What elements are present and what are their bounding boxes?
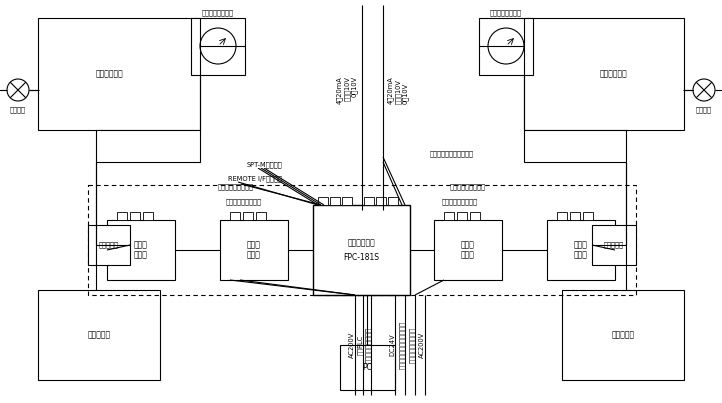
FancyBboxPatch shape [243, 212, 253, 220]
Text: エンコーダケーブル: エンコーダケーブル [226, 198, 262, 205]
Text: エンコーダケーブル: エンコーダケーブル [442, 198, 478, 205]
FancyBboxPatch shape [457, 212, 467, 220]
FancyBboxPatch shape [220, 220, 288, 280]
FancyBboxPatch shape [342, 197, 352, 205]
FancyBboxPatch shape [570, 212, 580, 220]
FancyBboxPatch shape [38, 290, 160, 380]
Text: バルブ本体: バルブ本体 [604, 242, 624, 248]
Text: DC24V: DC24V [389, 334, 395, 356]
Text: アナログ入出カケーブル: アナログ入出カケーブル [430, 150, 474, 157]
FancyBboxPatch shape [330, 197, 340, 205]
FancyBboxPatch shape [107, 220, 175, 280]
FancyBboxPatch shape [313, 205, 410, 295]
FancyBboxPatch shape [318, 197, 328, 205]
Text: アンプ電源ケーブル: アンプ電源ケーブル [409, 327, 415, 363]
FancyBboxPatch shape [583, 212, 593, 220]
Text: 4～20mA
または10V
0～10V: 4～20mA または10V 0～10V [336, 76, 358, 104]
Text: サーボ
アンプ: サーボ アンプ [461, 240, 475, 260]
FancyBboxPatch shape [340, 345, 395, 390]
Text: ガス導入: ガス導入 [696, 107, 712, 113]
FancyBboxPatch shape [557, 212, 567, 220]
Text: モータ電源ケーブル: モータ電源ケーブル [218, 183, 254, 190]
FancyBboxPatch shape [117, 212, 127, 220]
FancyBboxPatch shape [547, 220, 615, 280]
Text: 真空ポンプ: 真空ポンプ [87, 330, 110, 339]
FancyBboxPatch shape [88, 225, 130, 265]
Text: コントローラ: コントローラ [347, 239, 375, 247]
Text: 上位PLC: 上位PLC [357, 335, 363, 355]
Text: サーボ
モータ: サーボ モータ [574, 240, 588, 260]
Text: モータ電源ケーブル: モータ電源ケーブル [450, 183, 486, 190]
Text: アンプ電源ケーブル: アンプ電源ケーブル [365, 327, 371, 363]
FancyBboxPatch shape [230, 212, 240, 220]
Text: コントローラ電源ケーブル: コントローラ電源ケーブル [399, 321, 405, 369]
FancyBboxPatch shape [388, 197, 398, 205]
Text: 真空計（センサ）: 真空計（センサ） [202, 10, 234, 16]
FancyBboxPatch shape [524, 18, 684, 130]
Text: サーボ
モータ: サーボ モータ [134, 240, 148, 260]
Text: ガス導入: ガス導入 [10, 107, 26, 113]
Text: SPT-Mケーブル: SPT-Mケーブル [247, 161, 282, 168]
FancyBboxPatch shape [479, 18, 533, 75]
FancyBboxPatch shape [592, 225, 636, 265]
Text: 真空チャンバ: 真空チャンバ [600, 69, 628, 79]
FancyBboxPatch shape [524, 130, 626, 162]
FancyBboxPatch shape [376, 197, 386, 205]
Text: バルブ本体: バルブ本体 [99, 242, 119, 248]
Text: 4～20mA
または10V
0～10V: 4～20mA または10V 0～10V [387, 76, 409, 104]
Text: 真空ポンプ: 真空ポンプ [612, 330, 635, 339]
FancyBboxPatch shape [470, 212, 480, 220]
FancyBboxPatch shape [562, 290, 684, 380]
FancyBboxPatch shape [434, 220, 502, 280]
FancyBboxPatch shape [256, 212, 266, 220]
FancyBboxPatch shape [364, 197, 374, 205]
Text: PC: PC [362, 363, 372, 372]
FancyBboxPatch shape [444, 212, 454, 220]
FancyBboxPatch shape [96, 130, 200, 162]
Text: サーボ
アンプ: サーボ アンプ [247, 240, 261, 260]
FancyBboxPatch shape [130, 212, 140, 220]
FancyBboxPatch shape [191, 18, 245, 75]
Text: AC200V: AC200V [349, 332, 355, 358]
Text: 真空計（センサ）: 真空計（センサ） [490, 10, 522, 16]
Bar [88, 185, 636, 295]
Text: REMOTE I/Fケーブル: REMOTE I/Fケーブル [228, 175, 282, 182]
Text: 真空チャンバ: 真空チャンバ [95, 69, 123, 79]
FancyBboxPatch shape [38, 18, 200, 130]
Text: FPC-181S: FPC-181S [343, 253, 379, 262]
FancyBboxPatch shape [143, 212, 153, 220]
Text: AC200V: AC200V [419, 332, 425, 358]
